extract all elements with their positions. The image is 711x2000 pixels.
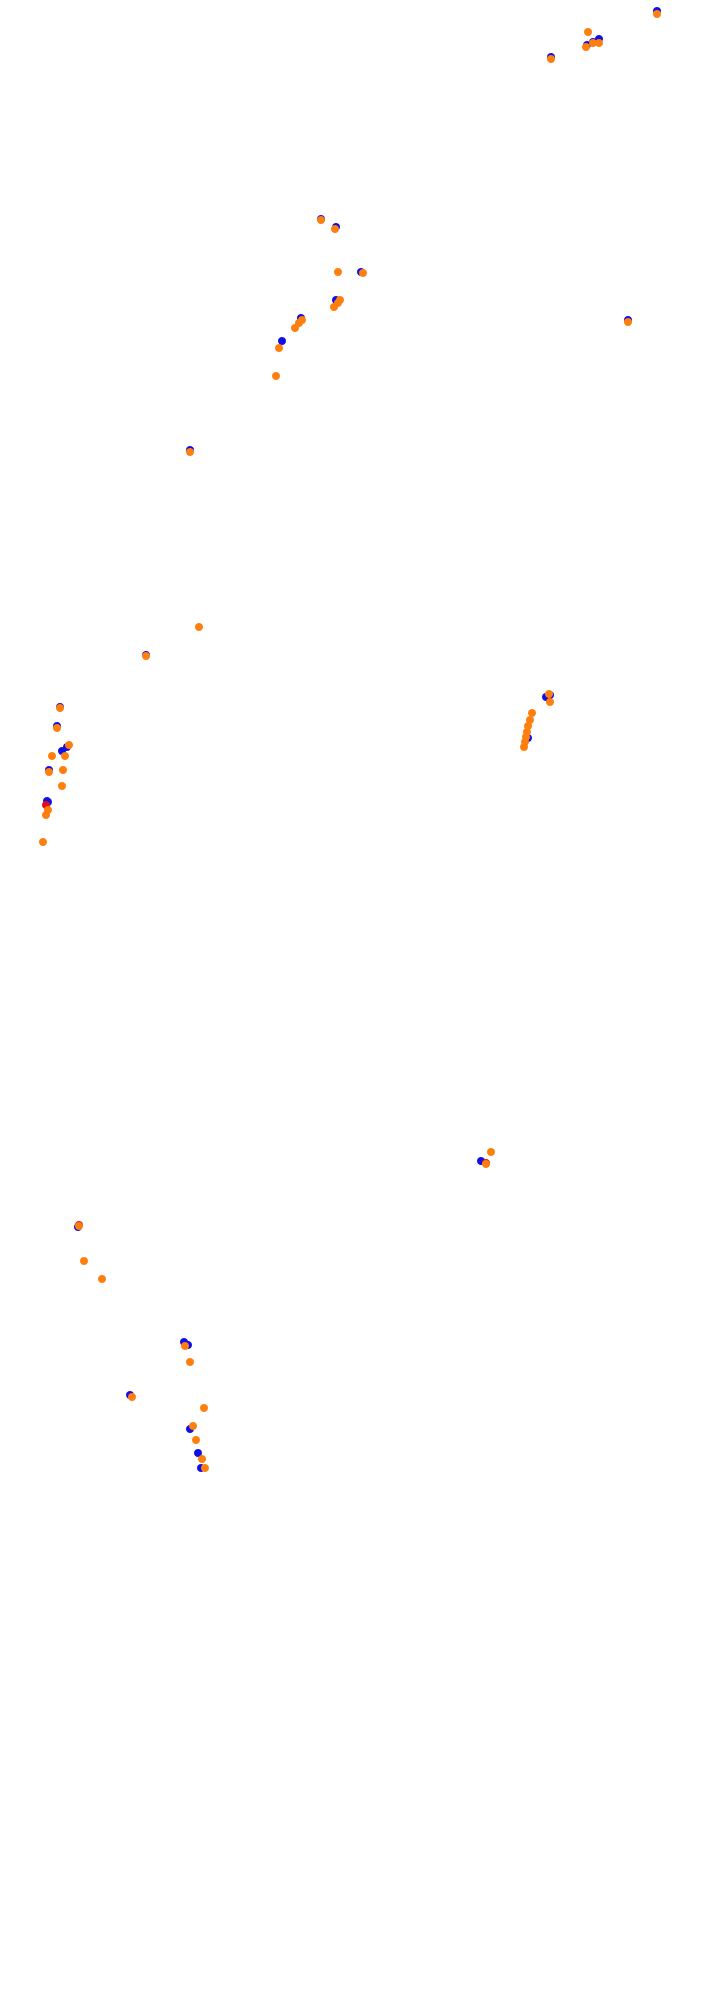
data-point-orange-18 <box>59 766 67 774</box>
series-orange <box>39 10 661 1472</box>
data-point-orange-5 <box>128 1393 136 1401</box>
data-point-orange-13 <box>39 838 47 846</box>
data-point-orange-54 <box>653 10 661 18</box>
data-point-orange-15 <box>44 806 52 814</box>
data-point-orange-4 <box>200 1404 208 1412</box>
data-point-orange-45 <box>359 269 367 277</box>
data-point-orange-9 <box>80 1257 88 1265</box>
data-point-orange-37 <box>275 344 283 352</box>
data-point-orange-8 <box>98 1275 106 1283</box>
data-point-orange-29 <box>526 716 534 724</box>
data-point-orange-10 <box>75 1222 83 1230</box>
data-point-orange-49 <box>547 55 555 63</box>
data-point-orange-40 <box>298 316 306 324</box>
data-point-orange-19 <box>61 752 69 760</box>
data-point-orange-30 <box>528 709 536 717</box>
data-point-orange-7 <box>181 1342 189 1350</box>
data-point-orange-1 <box>198 1455 206 1463</box>
series-red <box>42 801 490 1229</box>
data-point-orange-53 <box>595 39 603 47</box>
data-point-orange-44 <box>334 268 342 276</box>
data-point-orange-2 <box>192 1436 200 1444</box>
series-layer <box>39 7 661 1472</box>
data-point-orange-12 <box>487 1148 495 1156</box>
data-point-orange-35 <box>186 448 194 456</box>
data-point-orange-34 <box>195 623 203 631</box>
data-point-orange-32 <box>545 690 553 698</box>
data-point-orange-31 <box>546 698 554 706</box>
data-point-orange-21 <box>65 741 73 749</box>
data-point-orange-3 <box>189 1422 197 1430</box>
data-point-orange-46 <box>331 225 339 233</box>
data-point-orange-20 <box>48 752 56 760</box>
data-point-orange-48 <box>624 318 632 326</box>
series-blue <box>43 7 661 1472</box>
data-point-orange-33 <box>142 652 150 660</box>
data-point-orange-0 <box>201 1464 209 1472</box>
data-point-orange-52 <box>589 39 597 47</box>
data-point-orange-23 <box>56 704 64 712</box>
data-point-orange-22 <box>53 724 61 732</box>
data-point-orange-6 <box>186 1358 194 1366</box>
data-point-orange-11 <box>482 1160 490 1168</box>
data-point-orange-51 <box>582 43 590 51</box>
data-point-orange-36 <box>272 372 280 380</box>
data-point-blue-1 <box>194 1449 202 1457</box>
data-point-blue-20 <box>278 337 286 345</box>
data-point-orange-47 <box>317 216 325 224</box>
data-point-orange-27 <box>523 728 531 736</box>
data-point-orange-17 <box>45 768 53 776</box>
data-point-orange-50 <box>584 28 592 36</box>
data-point-orange-16 <box>58 782 66 790</box>
data-point-orange-43 <box>336 296 344 304</box>
